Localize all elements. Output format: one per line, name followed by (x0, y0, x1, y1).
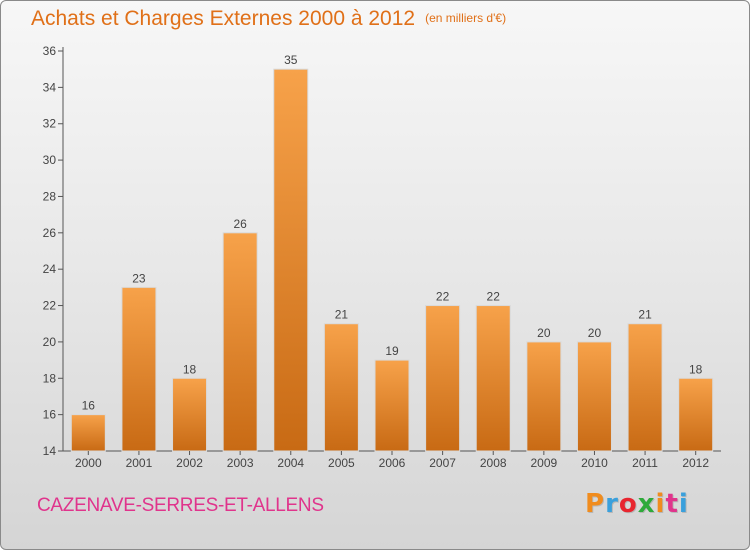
x-tick-label: 2000 (75, 456, 102, 470)
y-tick-label: 36 (43, 44, 57, 58)
bar (273, 68, 309, 452)
bar (678, 377, 714, 452)
chart-subtitle: (en milliers d'€) (425, 11, 507, 25)
y-tick-label: 20 (43, 335, 57, 349)
bar-value-label: 19 (385, 344, 399, 358)
x-tick-label: 2010 (581, 456, 608, 470)
bar (172, 377, 208, 452)
chart-title: Achats et Charges Externes 2000 à 2012 (e… (31, 7, 506, 31)
bar (70, 414, 106, 452)
y-tick-label: 16 (43, 408, 57, 422)
bar-value-label: 23 (132, 271, 146, 285)
x-tick-label: 2009 (530, 456, 557, 470)
commune-name: CAZENAVE-SERRES-ET-ALLENS (37, 495, 324, 516)
x-tick-label: 2004 (277, 456, 304, 470)
y-tick-label: 22 (43, 299, 57, 313)
y-tick-label: 24 (43, 262, 57, 276)
proxiti-logo: Proxiti (585, 489, 689, 519)
logo-letter: x (637, 489, 656, 519)
logo-letter: P (585, 489, 606, 519)
y-tick-label: 26 (43, 226, 57, 240)
y-tick-label: 14 (43, 444, 57, 458)
x-tick-label: 2011 (632, 456, 658, 470)
logo-letter: i (655, 489, 666, 519)
y-tick-label: 18 (43, 371, 57, 385)
bar-value-label: 26 (233, 217, 247, 231)
bar-value-label: 18 (183, 362, 197, 376)
x-tick-label: 2005 (328, 456, 355, 470)
logo-letter: i (678, 489, 689, 519)
bar-value-label: 35 (284, 53, 298, 67)
y-tick-label: 30 (43, 153, 57, 167)
bar-value-label: 22 (436, 290, 450, 304)
bar (526, 341, 562, 452)
x-tick-label: 2001 (126, 456, 153, 470)
logo-letter: r (605, 489, 619, 519)
bar (627, 323, 663, 452)
bar-value-label: 21 (638, 308, 652, 322)
bar (323, 323, 359, 452)
x-tick-label: 2006 (379, 456, 406, 470)
bar-value-label: 20 (537, 326, 551, 340)
x-tick-label: 2007 (429, 456, 456, 470)
bar-value-label: 21 (335, 308, 349, 322)
y-tick-label: 28 (43, 189, 57, 203)
bar-value-label: 16 (82, 399, 96, 413)
x-tick-label: 2003 (227, 456, 254, 470)
bar-value-label: 20 (588, 326, 602, 340)
x-tick-label: 2002 (176, 456, 203, 470)
bar (475, 305, 511, 452)
logo-letter: o (618, 489, 638, 519)
y-tick-label: 32 (43, 117, 57, 131)
bar-value-label: 18 (689, 362, 703, 376)
bar-value-label: 22 (487, 290, 501, 304)
x-tick-label: 2012 (682, 456, 709, 470)
y-tick-label: 34 (43, 80, 57, 94)
bar (576, 341, 612, 452)
chart-title-text: Achats et Charges Externes 2000 à 2012 (31, 7, 416, 30)
bar (425, 305, 461, 452)
bar (222, 232, 258, 452)
x-tick-label: 2008 (480, 456, 507, 470)
logo-letter: t (665, 489, 679, 519)
bar (121, 286, 157, 452)
bar (374, 359, 410, 452)
